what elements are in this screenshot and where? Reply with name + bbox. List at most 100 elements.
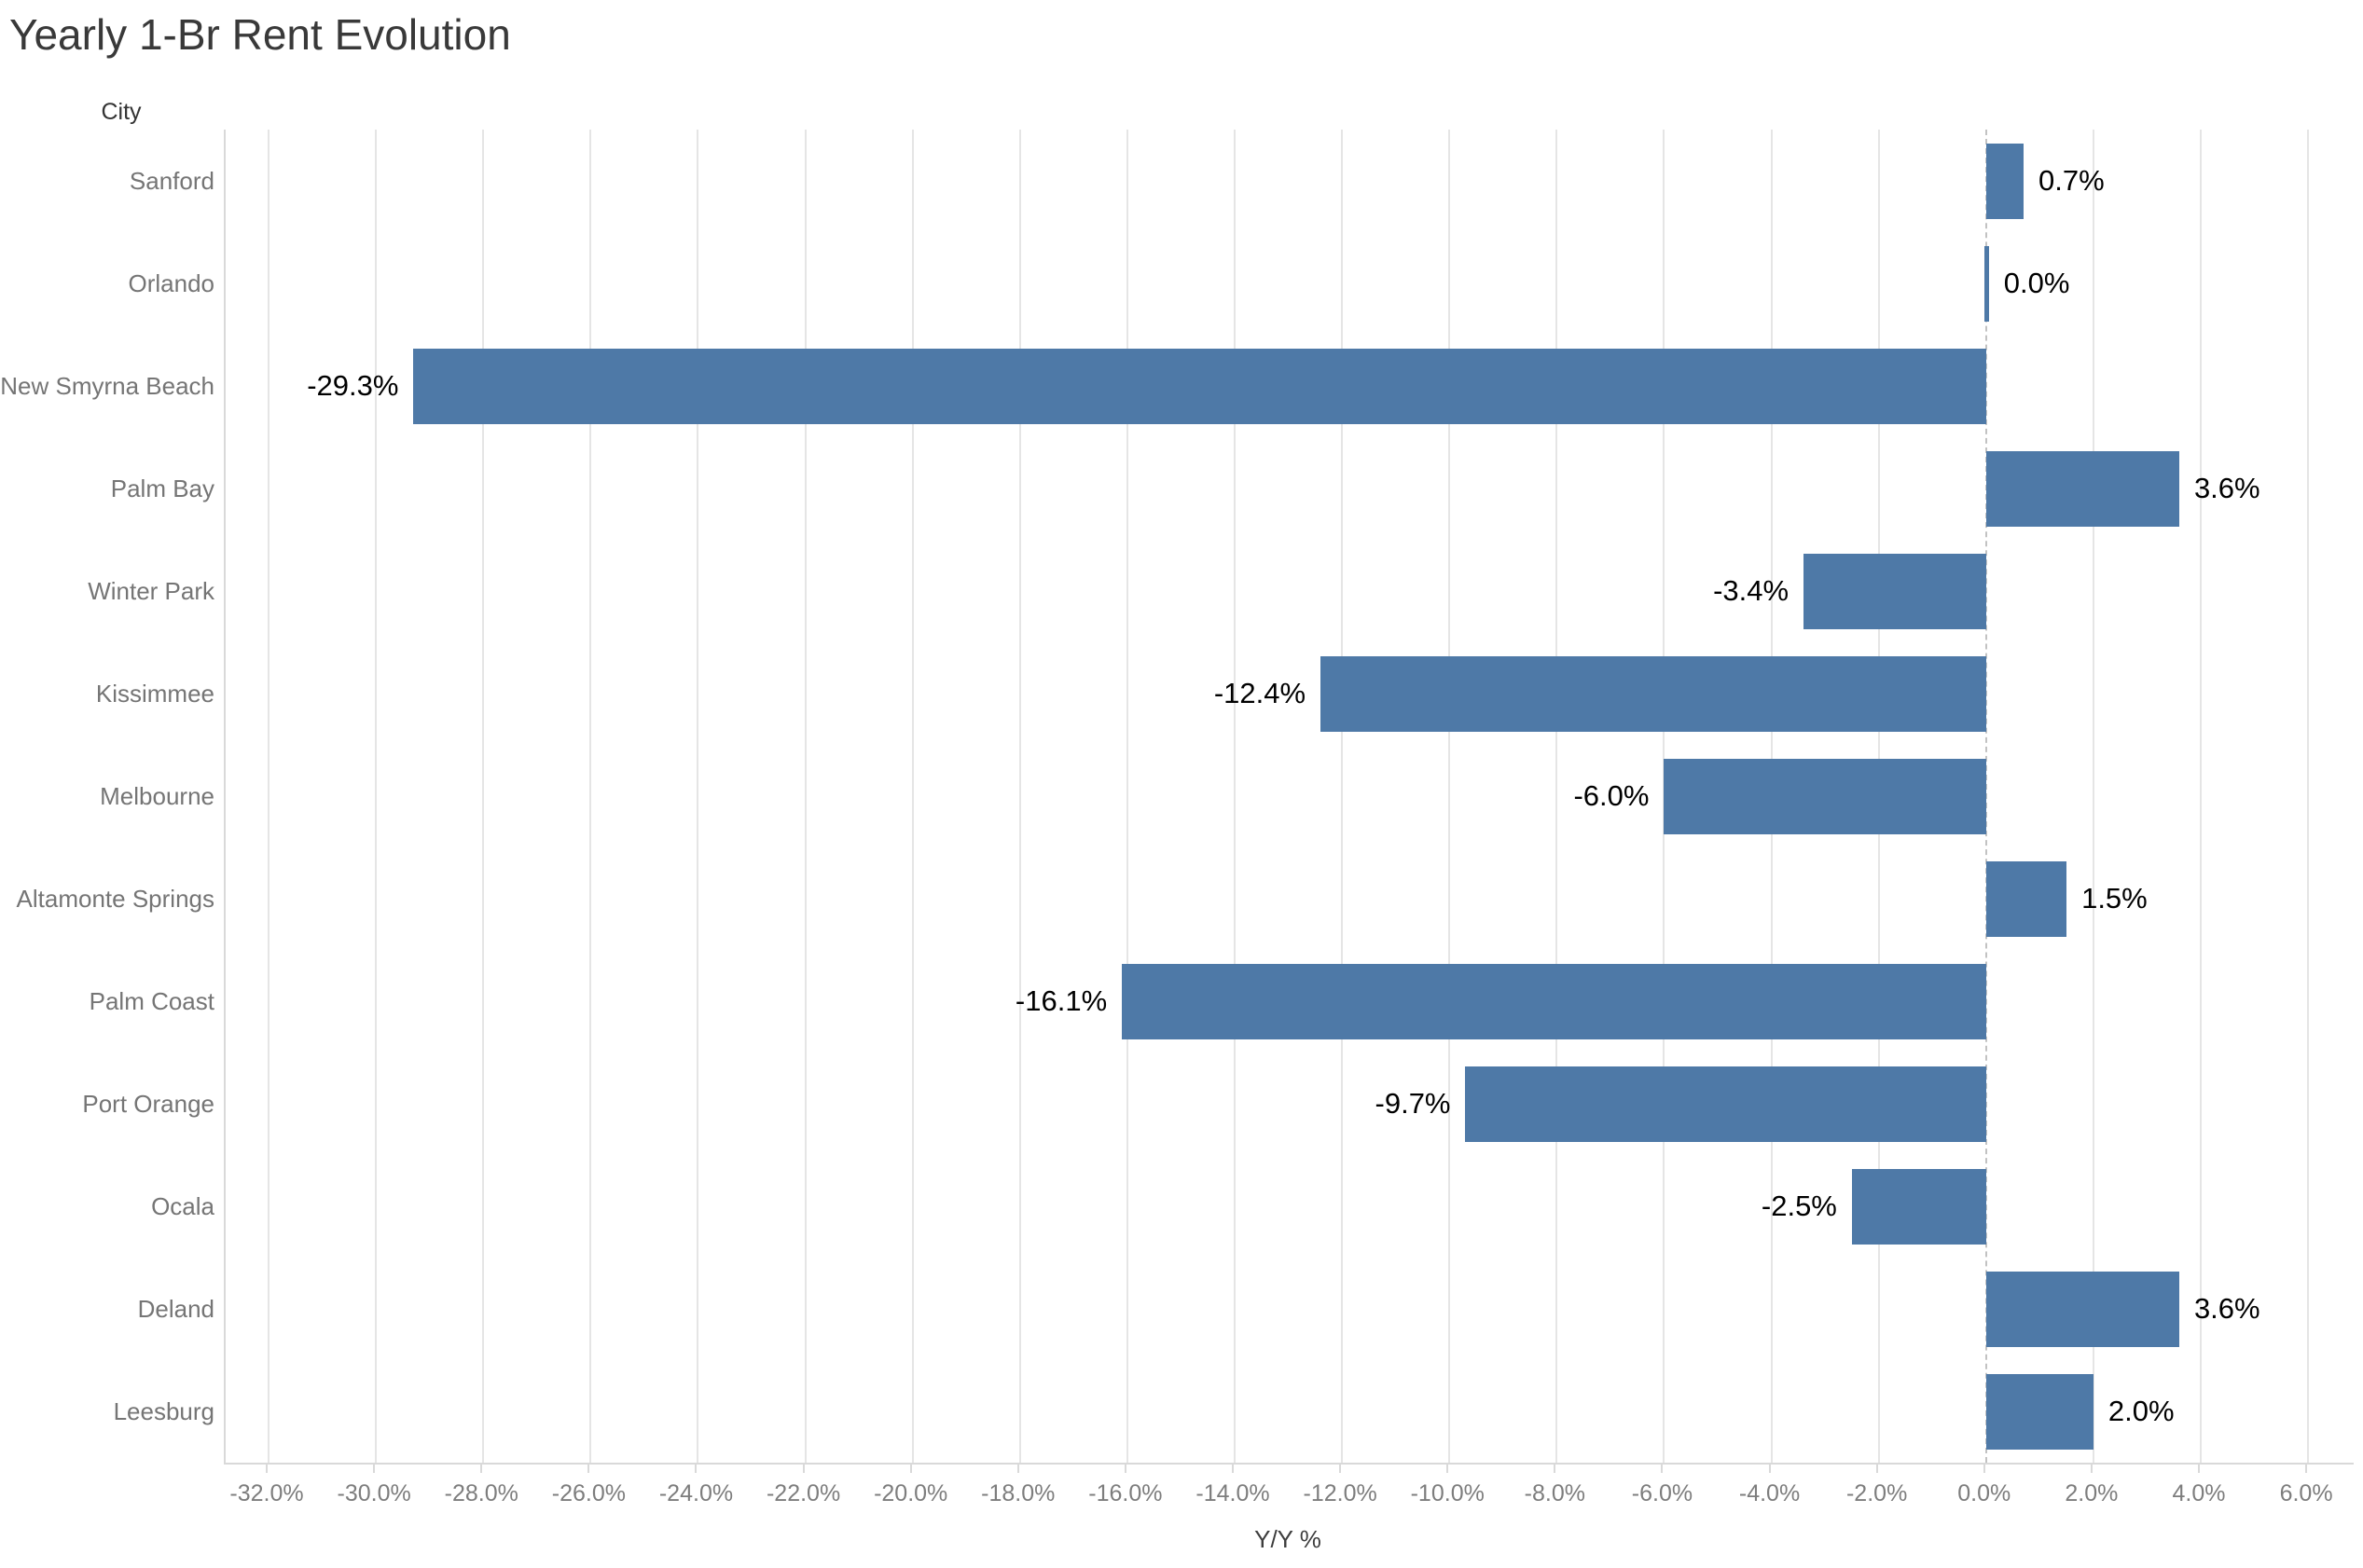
x-tick-label: -4.0% [1738, 1480, 1801, 1506]
x-tick-label: -10.0% [1410, 1480, 1485, 1506]
x-tick-label: -28.0% [444, 1480, 518, 1506]
axis-tick [1232, 1465, 1234, 1473]
gridline [2092, 130, 2094, 1463]
x-tick-label: -8.0% [1524, 1480, 1585, 1506]
bar-winter-park[interactable] [1803, 553, 1986, 629]
bar-ocala[interactable] [1851, 1168, 1986, 1245]
axis-tick [587, 1465, 590, 1473]
x-tick-label: -16.0% [1088, 1480, 1163, 1506]
axis-tick [1661, 1465, 1664, 1473]
bar-value-label: -3.4% [1713, 574, 1790, 607]
axis-tick [1446, 1465, 1449, 1473]
x-tick-label: -26.0% [551, 1480, 626, 1506]
x-tick-label: -14.0% [1195, 1480, 1270, 1506]
axis-tick [1983, 1465, 1985, 1473]
gridline [482, 130, 485, 1463]
axis-tick [2305, 1465, 2308, 1473]
y-axis-title: City [101, 99, 142, 125]
bar-value-label: 2.0% [2107, 1395, 2175, 1427]
gridline [2199, 130, 2202, 1463]
bar-port-orange[interactable] [1465, 1066, 1986, 1142]
y-axis-label: Winter Park [88, 577, 214, 605]
gridline [1341, 130, 1344, 1463]
bar-value-label: 0.0% [2003, 267, 2070, 299]
bar-value-label: -6.0% [1573, 779, 1650, 812]
x-tick-label: 6.0% [2279, 1480, 2333, 1506]
gridline [804, 130, 807, 1463]
axis-tick [2197, 1465, 2200, 1473]
axis-tick [266, 1465, 269, 1473]
bar-new-smyrna-beach[interactable] [413, 348, 1986, 424]
gridline [911, 130, 914, 1463]
y-axis-label: Deland [137, 1295, 214, 1323]
y-axis-label: Palm Bay [110, 475, 214, 502]
bar-deland[interactable] [1985, 1271, 2179, 1347]
gridline [375, 130, 378, 1463]
bar-altamonte-springs[interactable] [1985, 860, 2067, 937]
bar-value-label: -12.4% [1213, 677, 1306, 709]
gridline [1234, 130, 1236, 1463]
x-tick-label: -6.0% [1631, 1480, 1693, 1506]
y-axis-label: Leesburg [113, 1397, 214, 1425]
axis-tick [1875, 1465, 1878, 1473]
bar-palm-bay[interactable] [1985, 450, 2179, 527]
x-tick-label: -22.0% [766, 1480, 841, 1506]
axis-tick [1339, 1465, 1342, 1473]
bar-orlando[interactable] [1983, 245, 1989, 322]
y-axis-label: Ocala [151, 1192, 214, 1220]
x-tick-label: 2.0% [2065, 1480, 2119, 1506]
axis-tick [695, 1465, 698, 1473]
axis-tick [1016, 1465, 1019, 1473]
bar-value-label: 3.6% [2193, 472, 2260, 504]
bar-value-label: -2.5% [1761, 1190, 1837, 1222]
y-axis-label: Kissimmee [95, 680, 214, 708]
bar-leesburg[interactable] [1985, 1373, 2094, 1450]
axis-tick [1124, 1465, 1126, 1473]
chart-title: Yearly 1-Br Rent Evolution [9, 10, 511, 59]
x-tick-label: -2.0% [1845, 1480, 1908, 1506]
y-axis-label: Melbourne [100, 782, 214, 810]
bar-value-label: -29.3% [307, 369, 399, 402]
bar-kissimmee[interactable] [1320, 655, 1986, 732]
bar-sanford[interactable] [1985, 143, 2024, 219]
axis-tick [1554, 1465, 1556, 1473]
axis-tick [802, 1465, 805, 1473]
zero-line [1984, 130, 1987, 1463]
x-tick-label: -32.0% [229, 1480, 304, 1506]
gridline [1448, 130, 1451, 1463]
x-tick-label: 4.0% [2172, 1480, 2226, 1506]
x-tick-label: -18.0% [981, 1480, 1056, 1506]
x-tick-label: -30.0% [337, 1480, 411, 1506]
y-axis-label: Altamonte Springs [16, 885, 214, 913]
bar-value-label: -9.7% [1375, 1087, 1451, 1120]
x-tick-label: -24.0% [658, 1480, 734, 1506]
plot-area: 0.7% 0.0% -29.3% 3.6% -3.4% -12.4% -6.0% 1.5% -1… [224, 130, 2354, 1465]
x-tick-label: 0.0% [1957, 1480, 2011, 1506]
x-axis-title: Y/Y % [1254, 1525, 1321, 1553]
x-tick-label: -12.0% [1303, 1480, 1377, 1506]
x-tick-label: -20.0% [874, 1480, 948, 1506]
y-axis-label: Orlando [128, 269, 215, 297]
axis-tick [480, 1465, 483, 1473]
bar-palm-coast[interactable] [1122, 963, 1986, 1039]
gridline [1555, 130, 1558, 1463]
axis-tick [1768, 1465, 1771, 1473]
y-axis-label: Port Orange [82, 1090, 214, 1118]
y-axis-labels: Sanford Orlando New Smyrna Beach Palm Bay Wi… [0, 130, 214, 1463]
axis-tick [2090, 1465, 2093, 1473]
bar-melbourne[interactable] [1664, 758, 1986, 834]
axis-tick [909, 1465, 912, 1473]
y-axis-label: Sanford [129, 167, 214, 195]
gridline [268, 130, 270, 1463]
bar-value-label: -16.1% [1015, 984, 1108, 1017]
bar-value-label: 3.6% [2193, 1292, 2260, 1325]
y-axis-label: New Smyrna Beach [0, 372, 214, 400]
gridline [1018, 130, 1021, 1463]
gridline [589, 130, 592, 1463]
y-axis-label: Palm Coast [89, 987, 214, 1015]
axis-tick [373, 1465, 376, 1473]
gridline [697, 130, 699, 1463]
bar-value-label: 0.7% [2038, 164, 2105, 197]
bar-value-label: 1.5% [2081, 882, 2148, 915]
